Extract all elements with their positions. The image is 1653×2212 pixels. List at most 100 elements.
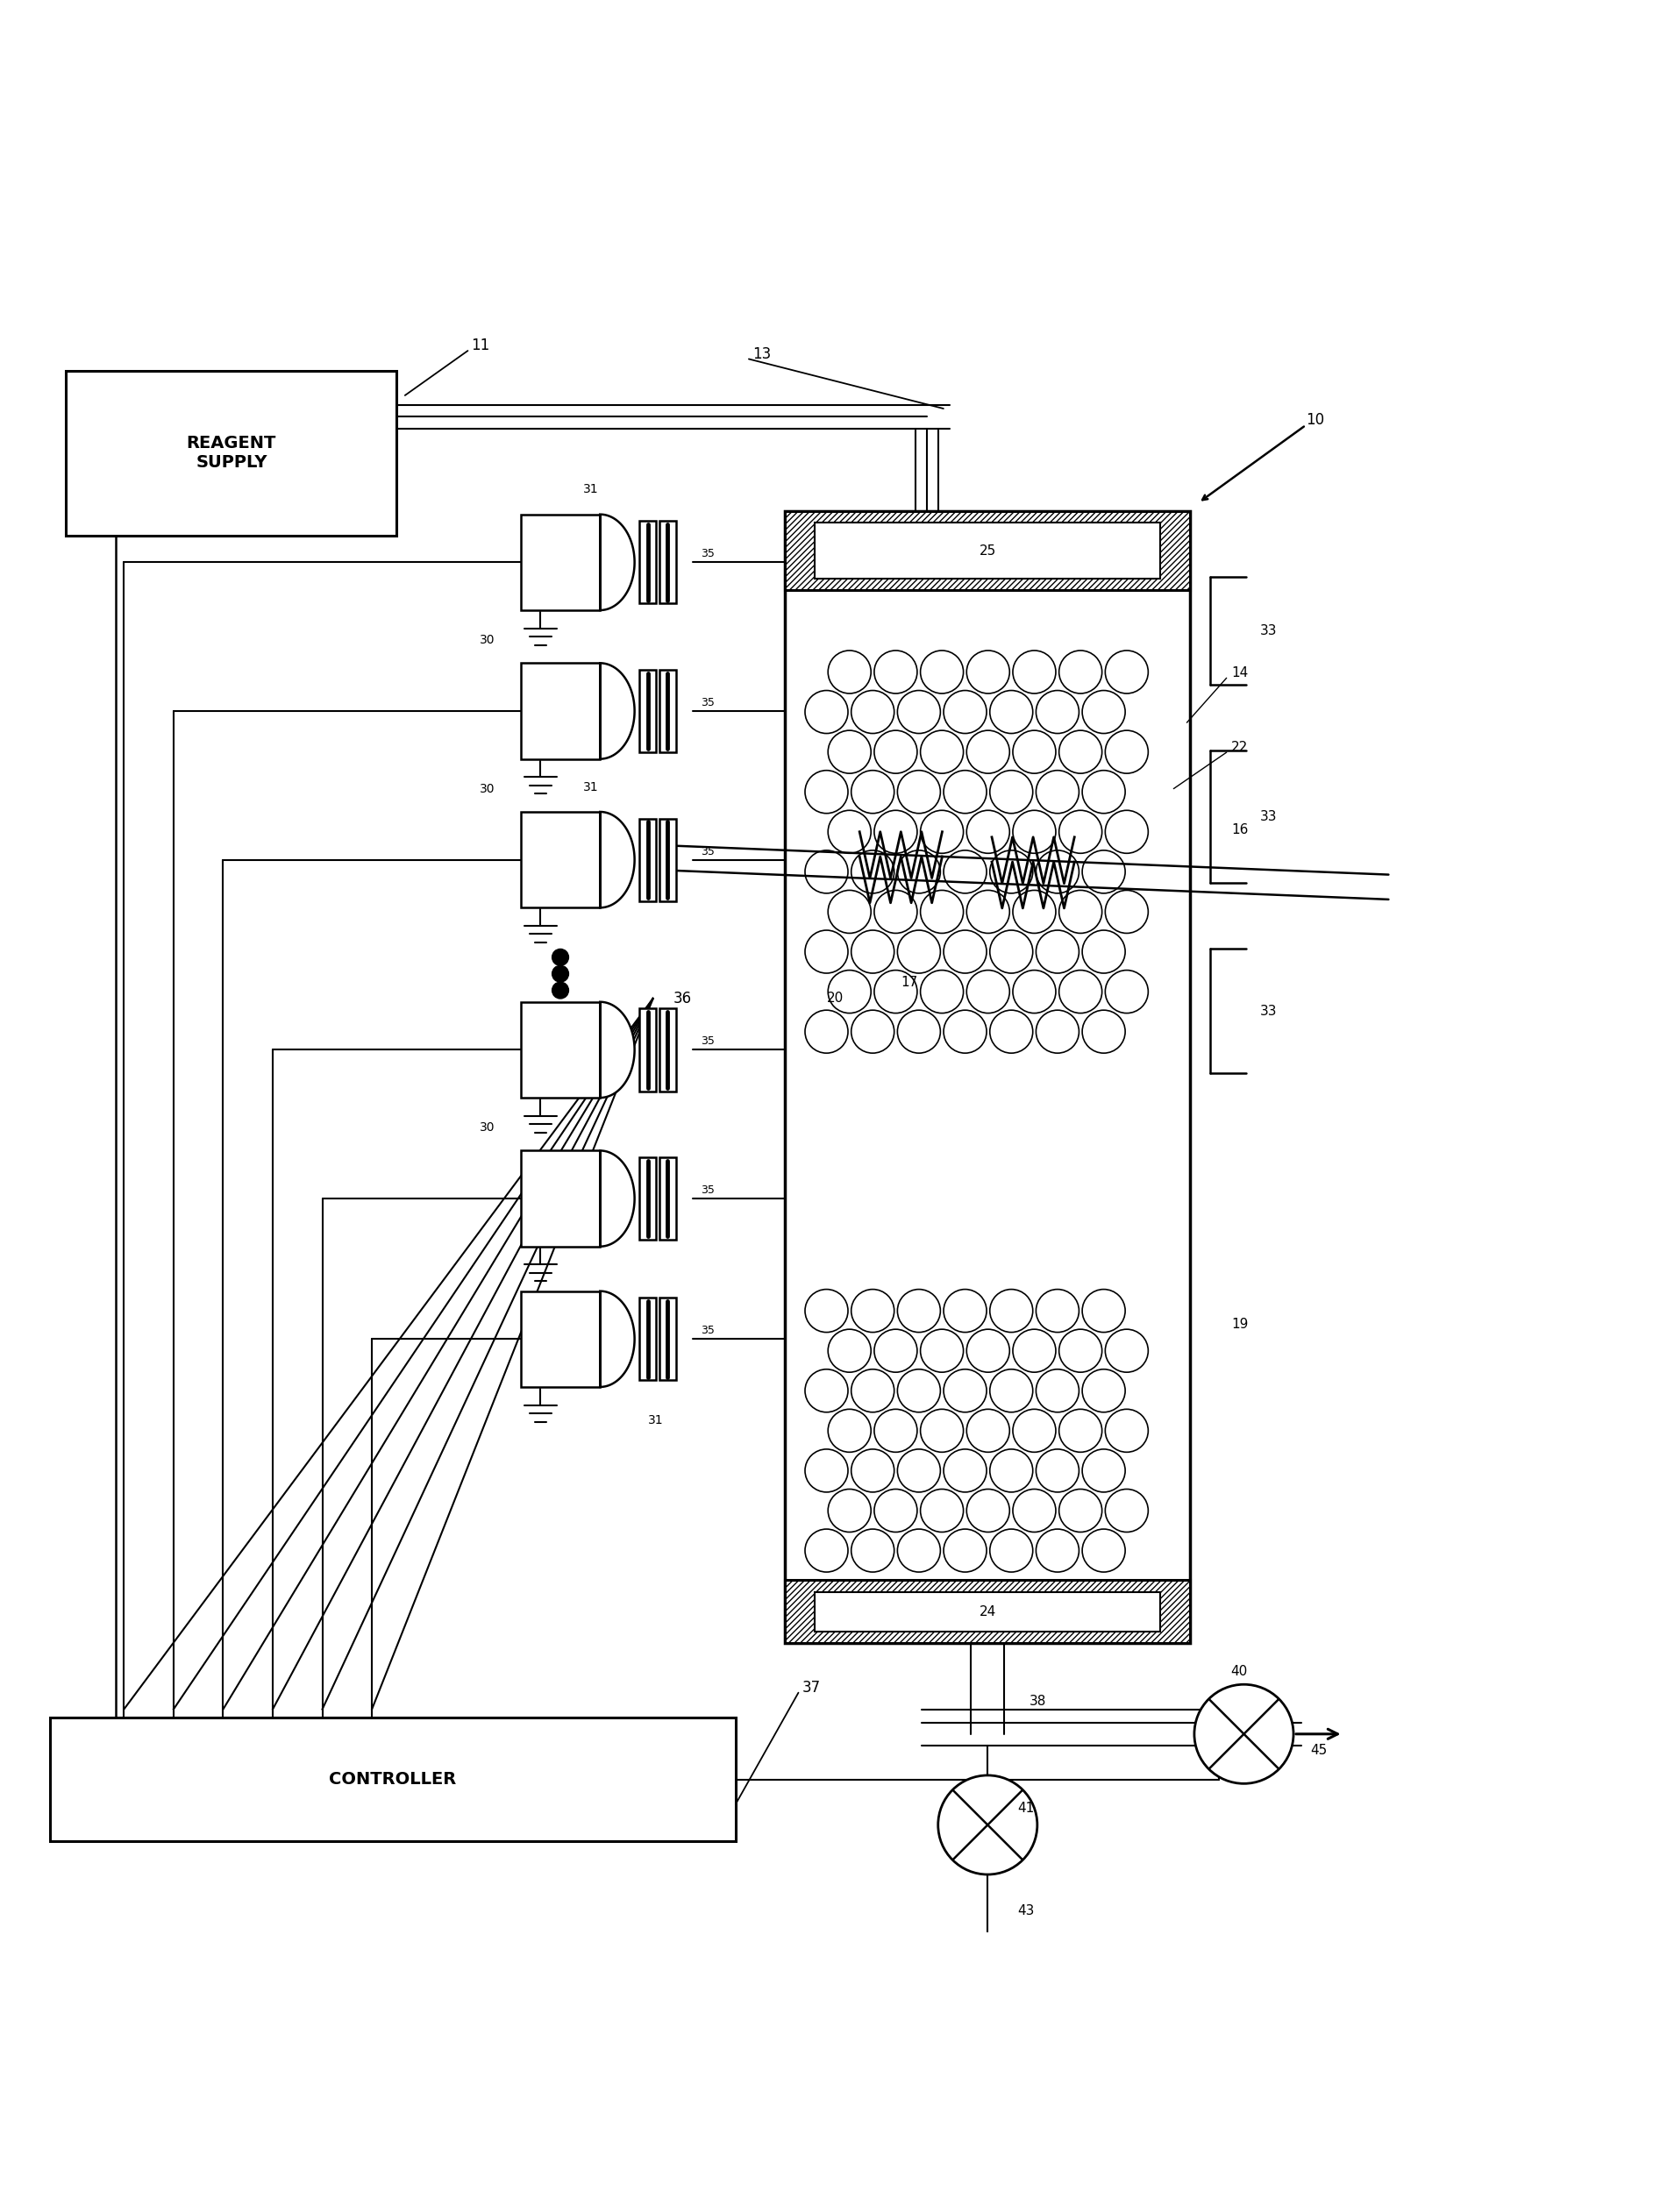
Circle shape [990, 1369, 1033, 1411]
Text: REAGENT
SUPPLY: REAGENT SUPPLY [187, 436, 276, 471]
Circle shape [552, 982, 569, 998]
Circle shape [898, 770, 941, 814]
Polygon shape [600, 812, 635, 907]
Circle shape [1083, 690, 1126, 734]
Circle shape [828, 810, 871, 854]
Circle shape [851, 770, 894, 814]
Circle shape [944, 1369, 987, 1411]
Circle shape [851, 1369, 894, 1411]
Circle shape [967, 1489, 1010, 1533]
Text: 35: 35 [701, 1035, 714, 1046]
Circle shape [851, 1290, 894, 1332]
Bar [521, 1150, 600, 1248]
Circle shape [898, 690, 941, 734]
Circle shape [1036, 1369, 1079, 1411]
Circle shape [828, 650, 871, 695]
Polygon shape [600, 664, 635, 759]
Circle shape [1060, 1329, 1103, 1371]
Text: 22: 22 [1231, 741, 1248, 754]
Circle shape [874, 810, 917, 854]
Circle shape [874, 889, 917, 933]
Circle shape [1106, 1489, 1149, 1533]
Circle shape [921, 650, 964, 695]
Circle shape [805, 849, 848, 894]
Circle shape [1083, 1369, 1126, 1411]
Text: 33: 33 [1260, 810, 1276, 823]
Bar [640, 522, 656, 604]
Polygon shape [600, 515, 635, 611]
Polygon shape [600, 1150, 635, 1248]
Circle shape [967, 1409, 1010, 1451]
Circle shape [898, 1290, 941, 1332]
Circle shape [1013, 730, 1056, 774]
Text: 43: 43 [1017, 1905, 1035, 1918]
Circle shape [1013, 971, 1056, 1013]
Circle shape [1083, 1011, 1126, 1053]
Bar [66, 372, 397, 535]
Bar [785, 511, 1190, 591]
Bar [785, 511, 1190, 1644]
Bar [815, 522, 1160, 580]
Circle shape [1036, 690, 1079, 734]
Circle shape [1013, 650, 1056, 695]
Text: 33: 33 [1260, 624, 1276, 637]
Circle shape [944, 770, 987, 814]
Circle shape [552, 949, 569, 964]
Bar [640, 1298, 656, 1380]
Circle shape [805, 1290, 848, 1332]
Text: 41: 41 [1017, 1803, 1035, 1816]
Circle shape [874, 1489, 917, 1533]
Circle shape [898, 1449, 941, 1493]
Text: 25: 25 [979, 544, 997, 557]
Circle shape [1036, 849, 1079, 894]
Circle shape [967, 650, 1010, 695]
Circle shape [874, 730, 917, 774]
Circle shape [967, 730, 1010, 774]
Circle shape [805, 1011, 848, 1053]
Circle shape [851, 849, 894, 894]
Circle shape [1060, 1409, 1103, 1451]
Circle shape [851, 1449, 894, 1493]
Circle shape [1013, 810, 1056, 854]
Circle shape [1193, 1683, 1293, 1783]
Circle shape [874, 1329, 917, 1371]
Bar [521, 664, 600, 759]
Circle shape [874, 971, 917, 1013]
Circle shape [1083, 1290, 1126, 1332]
Circle shape [1013, 889, 1056, 933]
Circle shape [1060, 889, 1103, 933]
Polygon shape [648, 524, 674, 599]
Circle shape [1060, 971, 1103, 1013]
Circle shape [967, 810, 1010, 854]
Circle shape [874, 1409, 917, 1451]
Text: 35: 35 [701, 1325, 714, 1336]
Circle shape [1106, 971, 1149, 1013]
Text: 45: 45 [1309, 1743, 1327, 1756]
Circle shape [1013, 1409, 1056, 1451]
Text: 33: 33 [1260, 1004, 1276, 1018]
Text: 31: 31 [648, 1413, 663, 1427]
Text: 38: 38 [1028, 1694, 1046, 1708]
Circle shape [1083, 770, 1126, 814]
Text: 30: 30 [479, 1121, 494, 1133]
Circle shape [1036, 1290, 1079, 1332]
Text: 17: 17 [901, 975, 917, 989]
Polygon shape [648, 1161, 674, 1237]
Circle shape [874, 650, 917, 695]
Circle shape [1106, 1329, 1149, 1371]
Polygon shape [648, 1301, 674, 1378]
Circle shape [944, 1449, 987, 1493]
Polygon shape [648, 1011, 674, 1088]
Polygon shape [600, 1002, 635, 1097]
Circle shape [805, 690, 848, 734]
Circle shape [828, 1409, 871, 1451]
Bar [521, 812, 600, 907]
Circle shape [805, 1528, 848, 1573]
Circle shape [851, 690, 894, 734]
Circle shape [898, 849, 941, 894]
Circle shape [1036, 931, 1079, 973]
Circle shape [828, 1329, 871, 1371]
Bar [815, 1593, 1160, 1632]
Circle shape [1106, 1409, 1149, 1451]
Circle shape [944, 931, 987, 973]
